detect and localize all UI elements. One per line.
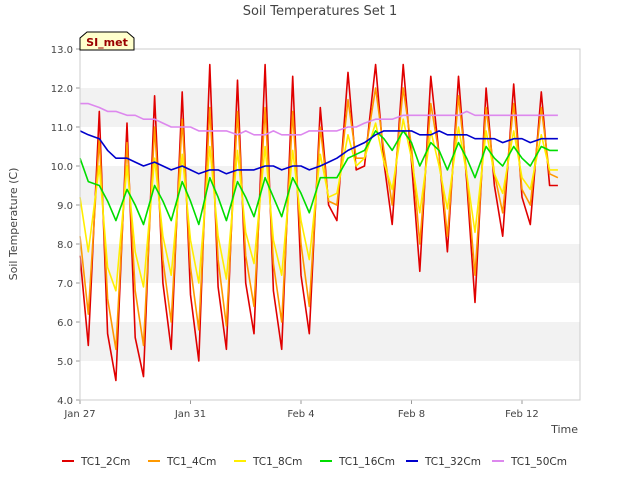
- y-tick-label: 6.0: [57, 318, 73, 329]
- legend-label: TC1_8Cm: [252, 456, 302, 468]
- y-axis-label: Soil Temperature (C): [7, 168, 20, 281]
- y-tick-label: 10.0: [51, 162, 73, 173]
- site-badge-label: SI_met: [86, 36, 128, 49]
- x-tick-label: Jan 27: [63, 409, 95, 420]
- series-line-tc1-8cm: [79, 118, 558, 292]
- y-tick-label: 5.0: [57, 357, 73, 368]
- x-tick-label: Jan 31: [174, 409, 206, 420]
- series-line-tc1-16cm: [79, 130, 558, 226]
- y-tick-label: 8.0: [57, 240, 73, 251]
- x-tick-label: Feb 12: [505, 409, 539, 420]
- series-line-tc1-50cm: [80, 102, 558, 136]
- grid-band: [80, 88, 580, 127]
- grid-band: [80, 322, 580, 361]
- series-line-tc1-32cm: [79, 130, 558, 175]
- y-axis-ticks: 4.0 5.0 6.0 7.0 8.0 9.0 10.0 11.0 12.0 13.0: [51, 45, 80, 407]
- grid-band: [80, 244, 580, 283]
- legend-label: TC1_32Cm: [424, 456, 481, 468]
- legend-label: TC1_4Cm: [166, 456, 216, 468]
- y-tick-label: 7.0: [57, 279, 73, 290]
- y-tick-label: 11.0: [51, 123, 73, 134]
- series-lines: [79, 63, 559, 382]
- x-tick-label: Feb 8: [398, 409, 425, 420]
- x-axis-label: Time: [550, 423, 578, 436]
- legend-label: TC1_2Cm: [80, 456, 130, 468]
- site-badge: SI_met: [79, 31, 135, 51]
- y-tick-label: 4.0: [57, 396, 73, 407]
- legend-label: TC1_50Cm: [510, 456, 567, 468]
- x-tick-label: Feb 4: [287, 409, 314, 420]
- y-tick-label: 12.0: [51, 84, 73, 95]
- legend: TC1_2Cm TC1_4Cm TC1_8Cm TC1_16Cm TC1_32Cm TC1…: [62, 456, 567, 468]
- legend-label: TC1_16Cm: [338, 456, 395, 468]
- plot-frame: [79, 48, 581, 401]
- chart-title: Soil Temperatures Set 1: [243, 4, 398, 19]
- x-axis-ticks: Jan 27 Jan 31 Feb 4 Feb 8 Feb 12: [63, 400, 539, 420]
- site-badge-box: [79, 31, 135, 51]
- y-tick-label: 13.0: [51, 45, 73, 56]
- y-tick-label: 9.0: [57, 201, 73, 212]
